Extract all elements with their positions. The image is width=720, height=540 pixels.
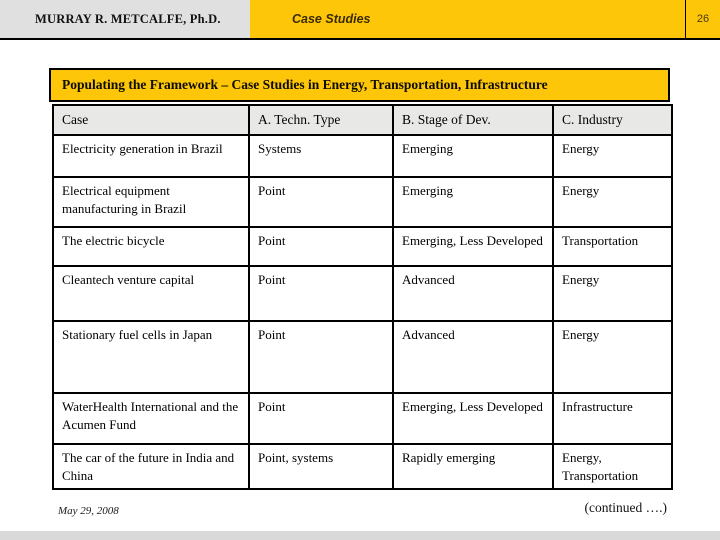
table-row: Cleantech venture capital Point Advanced… — [52, 265, 673, 322]
cell-techn-type: Point — [248, 392, 394, 445]
cell-stage: Advanced — [392, 265, 554, 322]
cell-techn-type: Point, systems — [248, 442, 394, 491]
table-row: Electrical equipment manufacturing in Br… — [52, 176, 673, 228]
cell-stage: Emerging — [392, 176, 554, 228]
cell-industry: Energy, Transportation — [552, 442, 673, 491]
cell-stage: Advanced — [392, 320, 554, 394]
footer-date: May 29, 2008 — [58, 505, 119, 517]
bottom-bar — [0, 531, 720, 540]
cell-stage: Emerging, Less Developed — [392, 226, 554, 267]
section-title: Case Studies — [292, 12, 371, 26]
cell-industry: Energy — [552, 320, 673, 394]
cell-case: The car of the future in India and China — [52, 442, 250, 491]
table-row: Stationary fuel cells in Japan Point Adv… — [52, 320, 673, 394]
cell-case: Stationary fuel cells in Japan — [52, 320, 250, 394]
cell-case: Cleantech venture capital — [52, 265, 250, 322]
table-header-row: Case A. Techn. Type B. Stage of Dev. C. … — [52, 104, 673, 136]
cell-techn-type: Point — [248, 176, 394, 228]
table-row: Electricity generation in Brazil Systems… — [52, 134, 673, 178]
cell-techn-type: Systems — [248, 134, 394, 178]
cell-techn-type: Point — [248, 265, 394, 322]
header-divider-line — [685, 0, 686, 38]
table-row: The car of the future in India and China… — [52, 442, 673, 491]
cell-case: The electric bicycle — [52, 226, 250, 267]
table-row: The electric bicycle Point Emerging, Les… — [52, 226, 673, 267]
cell-stage: Emerging — [392, 134, 554, 178]
page-number: 26 — [696, 13, 710, 25]
header-accent-area — [250, 0, 720, 38]
col-header-stage: B. Stage of Dev. — [392, 104, 554, 136]
case-studies-table: Case A. Techn. Type B. Stage of Dev. C. … — [52, 104, 673, 491]
cell-techn-type: Point — [248, 226, 394, 267]
cell-industry: Transportation — [552, 226, 673, 267]
col-header-industry: C. Industry — [552, 104, 673, 136]
header-underline — [0, 38, 720, 40]
cell-case: Electricity generation in Brazil — [52, 134, 250, 178]
cell-industry: Infrastructure — [552, 392, 673, 445]
header-band: MURRAY R. METCALFE, Ph.D. Case Studies 2… — [0, 0, 720, 40]
cell-case: Electrical equipment manufacturing in Br… — [52, 176, 250, 228]
cell-case: WaterHealth International and the Acumen… — [52, 392, 250, 445]
header-author-area: MURRAY R. METCALFE, Ph.D. — [0, 0, 250, 38]
cell-stage: Rapidly emerging — [392, 442, 554, 491]
col-header-techn-type: A. Techn. Type — [248, 104, 394, 136]
cell-industry: Energy — [552, 176, 673, 228]
cell-industry: Energy — [552, 265, 673, 322]
slide-title: Populating the Framework – Case Studies … — [49, 68, 670, 102]
continued-note: (continued ….) — [584, 500, 667, 515]
cell-industry: Energy — [552, 134, 673, 178]
table-row: WaterHealth International and the Acumen… — [52, 392, 673, 445]
author-name: MURRAY R. METCALFE, Ph.D. — [35, 11, 221, 26]
cell-techn-type: Point — [248, 320, 394, 394]
cell-stage: Emerging, Less Developed — [392, 392, 554, 445]
col-header-case: Case — [52, 104, 250, 136]
